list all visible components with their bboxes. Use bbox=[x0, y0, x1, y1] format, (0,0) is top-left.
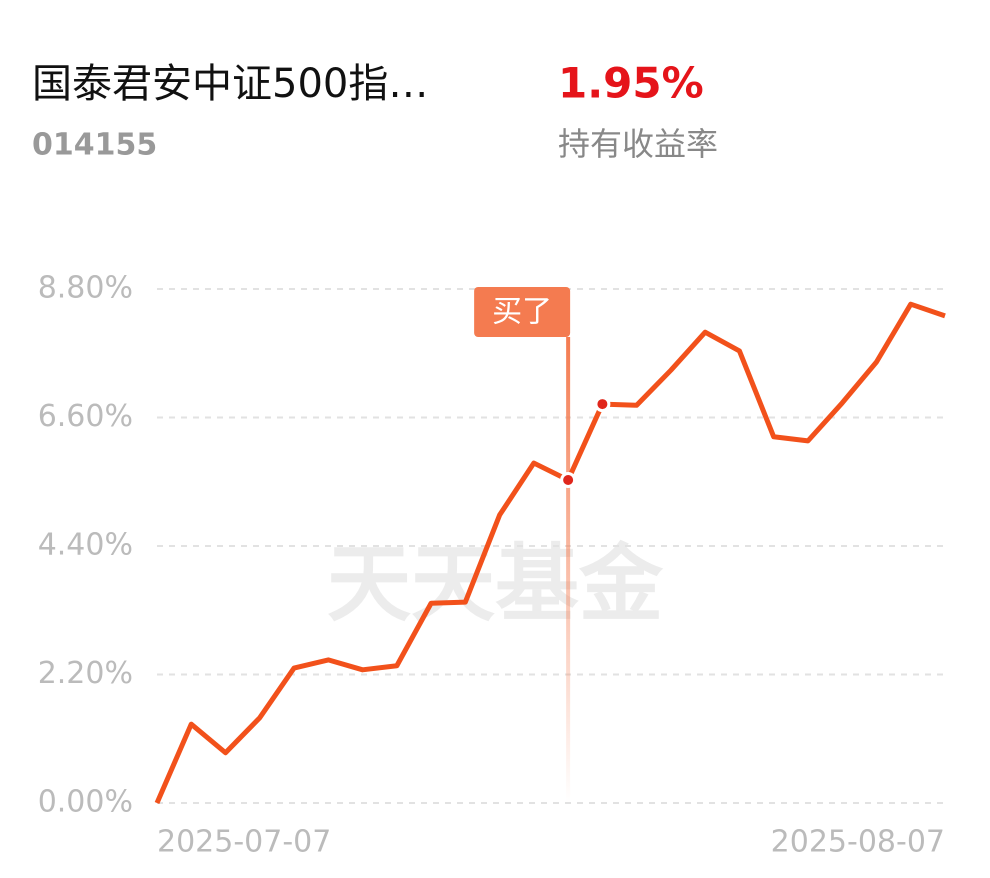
x-tick-label: 2025-08-07 bbox=[771, 825, 945, 860]
y-tick-label: 2.20% bbox=[38, 656, 133, 691]
return-value: 1.95% bbox=[558, 59, 704, 108]
x-tick-label: 2025-07-07 bbox=[157, 825, 331, 860]
y-tick-label: 0.00% bbox=[38, 785, 133, 820]
line bbox=[154, 301, 946, 804]
fund-name: 国泰君安中证500指… bbox=[32, 61, 428, 107]
buy-tag-label: 买了 bbox=[492, 295, 552, 330]
watermark: 天天基金 bbox=[327, 535, 664, 633]
point bbox=[594, 396, 611, 413]
return-label: 持有收益率 bbox=[558, 125, 718, 163]
y-tick-label: 6.60% bbox=[38, 399, 133, 434]
buy-line bbox=[566, 337, 571, 803]
buy-tag bbox=[474, 287, 571, 337]
point bbox=[560, 471, 577, 488]
fund-code: 014155 bbox=[32, 128, 157, 163]
y-tick-label: 8.80% bbox=[38, 271, 133, 306]
y-tick-label: 4.40% bbox=[38, 528, 133, 563]
